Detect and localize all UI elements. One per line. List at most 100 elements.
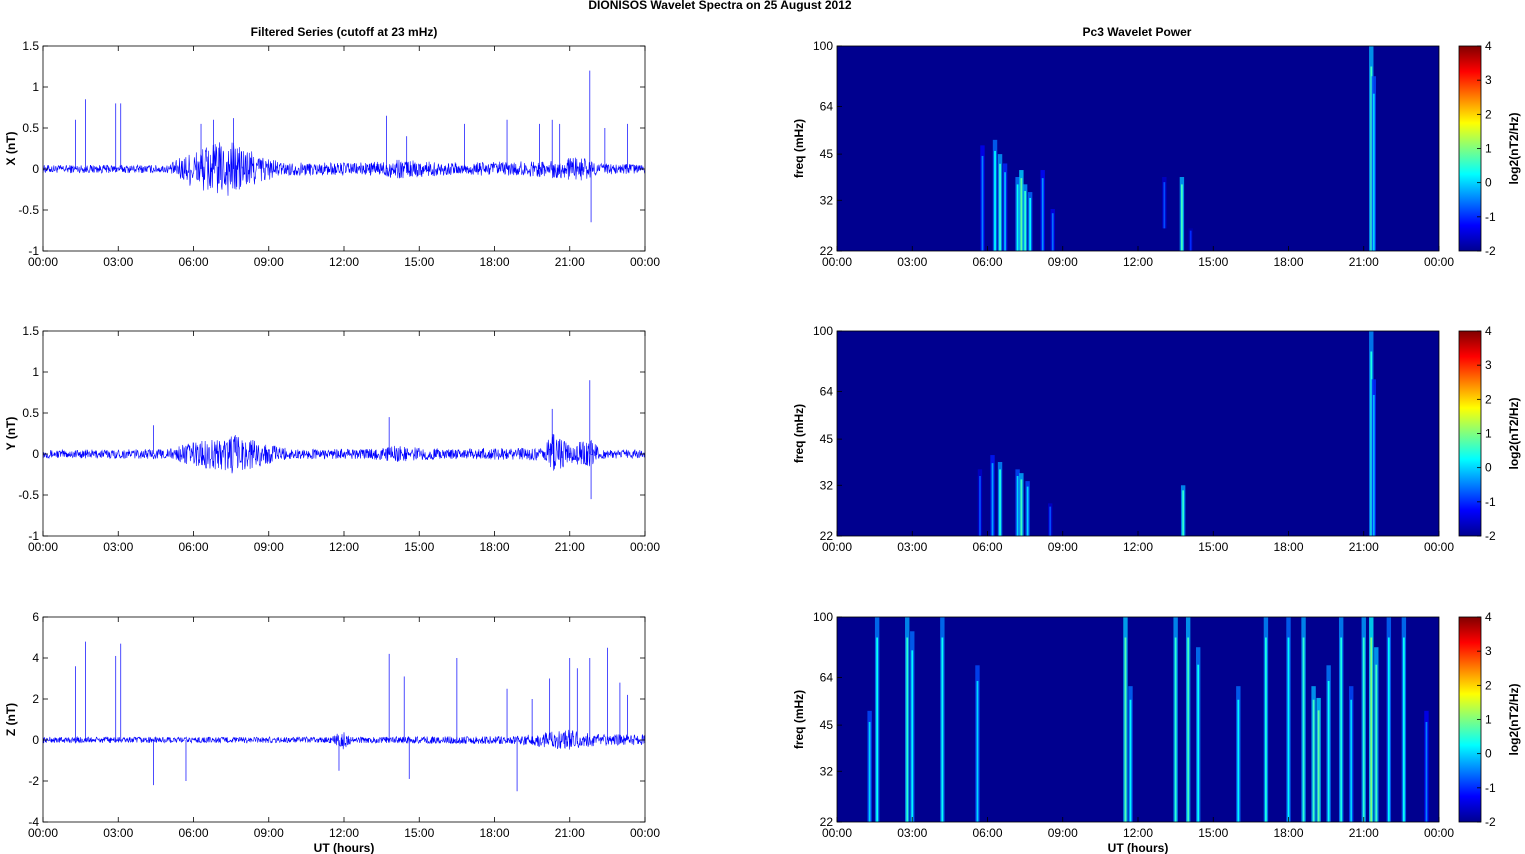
y-tick-label: 100: [813, 39, 833, 53]
x-tick-label: 00:00: [630, 255, 660, 269]
x-tick-label: 15:00: [1198, 255, 1228, 269]
x-tick-label: 09:00: [254, 255, 284, 269]
heatmap-streak: [1372, 93, 1375, 252]
x-tick-label: 03:00: [897, 826, 927, 840]
x-tick-label: 00:00: [28, 826, 58, 840]
heatmap-streak: [1016, 475, 1019, 536]
y-tick-label: -1: [28, 529, 39, 543]
heatmap-streak: [1026, 486, 1029, 536]
x-tick-label: 03:00: [103, 255, 133, 269]
x-tick-label: 00:00: [1424, 540, 1454, 554]
heatmap-streak: [1340, 637, 1343, 822]
x-tick-label: 15:00: [1198, 540, 1228, 554]
x-tick-label: 21:00: [555, 826, 585, 840]
y-tick-label: 64: [820, 384, 834, 398]
series-trace: [42, 142, 646, 196]
heatmap-streak: [1387, 637, 1390, 822]
x-tick-label: 00:00: [28, 255, 58, 269]
x-tick-label: 15:00: [404, 826, 434, 840]
heatmap-streak: [1237, 699, 1240, 822]
y-tick-label: 1: [32, 365, 39, 379]
x-tick-label: 00:00: [630, 826, 660, 840]
colorbar-tick-label: 3: [1485, 644, 1492, 658]
colorbar-tick-label: -1: [1485, 781, 1496, 795]
heatmap-streak: [1327, 680, 1330, 822]
plot-area: [43, 617, 645, 822]
x-tick-label: 12:00: [1123, 826, 1153, 840]
x-tick-label: 09:00: [1048, 540, 1078, 554]
heatmap-streak: [1180, 184, 1183, 251]
heatmap-streak: [991, 463, 994, 536]
series-trace: [42, 434, 646, 474]
x-tick-label: 12:00: [1123, 255, 1153, 269]
y-tick-label: 64: [820, 670, 834, 684]
x-tick-label: 18:00: [1273, 540, 1303, 554]
x-tick-label: 09:00: [1048, 255, 1078, 269]
y-tick-label: 1.5: [22, 39, 39, 53]
y-tick-label: 45: [820, 147, 834, 161]
colorbar-tick-label: 3: [1485, 73, 1492, 87]
heatmap-streak: [1265, 637, 1267, 822]
y-tick-label: 45: [820, 718, 834, 732]
heatmap-streak: [1016, 184, 1019, 251]
heatmap-background: [837, 331, 1439, 536]
x-tick-label: 12:00: [329, 540, 359, 554]
heatmap-streak: [1004, 172, 1006, 251]
x-tick-label: 15:00: [404, 540, 434, 554]
plot-area: [43, 331, 645, 536]
colorbar-tick-label: -1: [1485, 495, 1496, 509]
y-tick-label: 0.5: [22, 121, 39, 135]
heatmap-streak: [1350, 699, 1353, 822]
colorbar-tick-label: -2: [1485, 244, 1496, 258]
heatmap-streak: [1187, 637, 1190, 822]
y-tick-label: 64: [820, 99, 834, 113]
y-axis-label: Y (nT): [4, 417, 18, 451]
colorbar-tick-label: -2: [1485, 815, 1496, 829]
colorbar-label: log2(nT2/Hz): [1507, 684, 1521, 756]
y-tick-label: 2: [32, 692, 39, 706]
heatmap-streak: [999, 163, 1001, 251]
x-tick-label: 15:00: [404, 255, 434, 269]
x-tick-label: 06:00: [178, 540, 208, 554]
heatmap-streak: [1049, 506, 1052, 536]
heatmap-streak: [1020, 178, 1023, 251]
x-tick-label: 21:00: [1349, 826, 1379, 840]
colorbar-label: log2(nT2/Hz): [1507, 113, 1521, 185]
plot-area: [43, 46, 645, 251]
colorbar-tick-label: 1: [1485, 713, 1492, 727]
heatmap-streak: [1302, 637, 1305, 822]
heatmap-streak: [1370, 351, 1373, 536]
colorbar-tick-label: 3: [1485, 358, 1492, 372]
x-tick-label: 03:00: [103, 826, 133, 840]
left-column-title: Filtered Series (cutoff at 23 mHz): [251, 25, 438, 39]
x-tick-label: 06:00: [972, 826, 1002, 840]
x-tick-label: 09:00: [254, 540, 284, 554]
heatmap-streak: [976, 680, 979, 822]
figure-title: DIONISOS Wavelet Spectra on 25 August 20…: [588, 0, 852, 12]
x-tick-label: 21:00: [1349, 540, 1379, 554]
y-tick-label: 6: [32, 610, 39, 624]
y-axis-label: freq (mHz): [792, 119, 806, 178]
y-tick-label: -1: [28, 244, 39, 258]
heatmap-streak: [1020, 479, 1023, 536]
heatmap-streak: [1372, 394, 1375, 536]
heatmap-background: [837, 617, 1439, 822]
heatmap-background: [837, 46, 1439, 251]
heatmap-streak: [999, 469, 1001, 536]
y-tick-label: 1.5: [22, 324, 39, 338]
y-axis-label: freq (mHz): [792, 690, 806, 749]
heatmap-streak: [1197, 664, 1200, 822]
x-tick-label: 18:00: [479, 540, 509, 554]
x-tick-label: 00:00: [1424, 255, 1454, 269]
series-trace: [42, 729, 646, 750]
heatmap-streak: [1024, 190, 1027, 251]
y-tick-label: -0.5: [18, 203, 39, 217]
y-tick-label: 0: [32, 162, 39, 176]
y-axis-label: Z (nT): [4, 703, 18, 736]
x-tick-label: 00:00: [1424, 826, 1454, 840]
y-tick-label: 100: [813, 324, 833, 338]
heatmap-streak: [1174, 637, 1177, 822]
heatmap-streak: [1425, 721, 1428, 822]
